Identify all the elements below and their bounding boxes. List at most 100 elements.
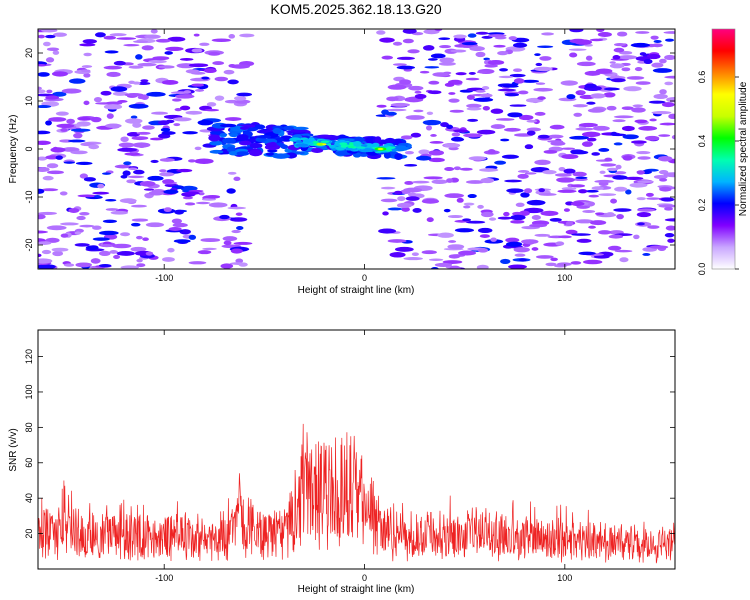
spectrogram-cell bbox=[185, 110, 203, 115]
spectrogram-cell bbox=[311, 147, 324, 154]
spectrogram-cell bbox=[637, 222, 645, 226]
spectrogram-cell bbox=[228, 150, 240, 156]
spectrogram-cell bbox=[463, 133, 483, 138]
spectrogram-cell bbox=[531, 214, 541, 220]
spectrogram-cell bbox=[90, 116, 102, 123]
spectrogram-cell bbox=[401, 207, 410, 212]
spectrogram-cell bbox=[541, 32, 555, 36]
x-tick-label: 0 bbox=[362, 273, 367, 283]
spectrogram-cell bbox=[572, 171, 587, 177]
spectrogram-cell bbox=[130, 204, 148, 208]
spectrogram-cell bbox=[70, 128, 91, 132]
spectrogram-cell bbox=[473, 97, 494, 102]
spectrogram-cell bbox=[45, 120, 52, 126]
spectrogram-cell bbox=[526, 127, 541, 132]
spectrogram-cell bbox=[109, 33, 127, 37]
spectrogram-cell bbox=[500, 258, 511, 264]
spectrogram-cell bbox=[399, 79, 412, 85]
spectrogram-cell bbox=[158, 65, 175, 69]
colorbar-tick-label: 0.0 bbox=[697, 263, 707, 276]
spectrogram-cell bbox=[353, 141, 362, 146]
spectrogram-cell bbox=[167, 247, 175, 253]
spectrogram-cell bbox=[411, 180, 430, 184]
spectrogram-cell bbox=[172, 222, 188, 228]
spectrogram-cell bbox=[229, 132, 239, 138]
spectrogram-cell bbox=[105, 123, 122, 129]
spectrogram-cell bbox=[116, 251, 135, 256]
spectrogram-cells bbox=[38, 29, 675, 269]
spectrogram-cell bbox=[569, 135, 590, 140]
spectrogram-cell bbox=[616, 214, 624, 220]
spectrogram-cell bbox=[46, 47, 60, 52]
spectrogram-cell bbox=[42, 175, 54, 181]
spectrogram-cell bbox=[561, 187, 577, 191]
spectrogram-cell bbox=[538, 193, 557, 196]
spectrogram-cell bbox=[430, 134, 437, 137]
spectrogram-cell bbox=[402, 38, 414, 44]
spectrogram-cell bbox=[163, 189, 179, 195]
spectrogram-cell bbox=[272, 153, 290, 159]
spectrogram-cell bbox=[424, 66, 440, 69]
spectrogram-cell bbox=[439, 45, 452, 49]
spectrogram-cell bbox=[487, 60, 505, 65]
spectrogram-cell bbox=[130, 222, 141, 227]
snr-series-line bbox=[38, 423, 675, 564]
spectrogram-cell bbox=[497, 51, 509, 56]
spectrogram-cell bbox=[52, 250, 64, 257]
spectrogram-cell bbox=[547, 134, 564, 139]
spectrogram-cell bbox=[124, 93, 144, 97]
spectrogram-cell bbox=[576, 238, 592, 243]
spectrogram-cell bbox=[316, 142, 325, 146]
spectrogram-cell bbox=[518, 210, 530, 216]
spectrogram-cell bbox=[570, 201, 585, 207]
spectrogram-cell bbox=[466, 103, 482, 109]
spectrogram-cell bbox=[592, 125, 610, 131]
y-tick-label: 100 bbox=[24, 384, 34, 399]
spectrogram-cell bbox=[403, 257, 423, 261]
spectrogram-cell bbox=[402, 29, 417, 34]
spectrogram-cell bbox=[526, 130, 536, 136]
spectrogram-cell bbox=[621, 125, 635, 132]
y-tick-label: 10 bbox=[24, 96, 34, 106]
spectrogram-cell bbox=[100, 243, 113, 248]
spectrogram-cell bbox=[438, 61, 456, 66]
spectrogram-cell bbox=[542, 170, 557, 175]
spectrogram-cell bbox=[513, 68, 523, 73]
spectrogram-cell bbox=[604, 157, 613, 162]
spectrogram-cell bbox=[113, 60, 126, 66]
spectrogram-cell bbox=[576, 61, 596, 67]
spectrogram-cell bbox=[228, 63, 236, 68]
spectrogram-cell bbox=[109, 250, 118, 254]
colorbar: 0.0 0.2 0.4 0.6 Normalized spectral amplitu… bbox=[697, 28, 749, 276]
spectrogram-cell bbox=[83, 100, 90, 106]
spectrogram-cell bbox=[569, 29, 584, 33]
spectrogram-cell bbox=[92, 191, 110, 195]
spectrogram-cell bbox=[479, 168, 499, 172]
spectrogram-cell bbox=[449, 109, 464, 113]
spectrogram-cell bbox=[630, 42, 650, 48]
spectrogram-cell bbox=[356, 146, 366, 149]
spectrogram-cell bbox=[236, 151, 250, 156]
spectrogram-cell bbox=[38, 230, 49, 234]
spectrogram-cell bbox=[484, 64, 498, 68]
spectrogram-cell bbox=[634, 67, 643, 72]
spectrogram-cell bbox=[614, 171, 627, 175]
spectrogram-cell bbox=[428, 258, 444, 261]
spectrogram-cell bbox=[419, 70, 430, 74]
spectrogram-cell bbox=[448, 98, 460, 103]
spectrogram-cell bbox=[38, 264, 56, 269]
spectrogram-cell bbox=[233, 176, 241, 182]
spectrogram-cell bbox=[41, 188, 59, 192]
spectrogram-cell bbox=[467, 118, 479, 122]
spectrogram-cell bbox=[518, 114, 534, 121]
spectrogram-cell bbox=[38, 72, 50, 77]
spectrogram-cell bbox=[466, 94, 475, 100]
spectrogram-cell bbox=[561, 154, 579, 160]
spectrogram-cell bbox=[614, 249, 633, 253]
colorbar-label: Normalized spectral amplitude bbox=[738, 81, 749, 216]
spectrogram-cell bbox=[208, 51, 221, 56]
spectrogram-cell bbox=[106, 71, 121, 77]
spectrogram-cell bbox=[171, 98, 182, 102]
spectrogram-cell bbox=[560, 80, 578, 86]
spectrogram-cell bbox=[647, 225, 660, 229]
